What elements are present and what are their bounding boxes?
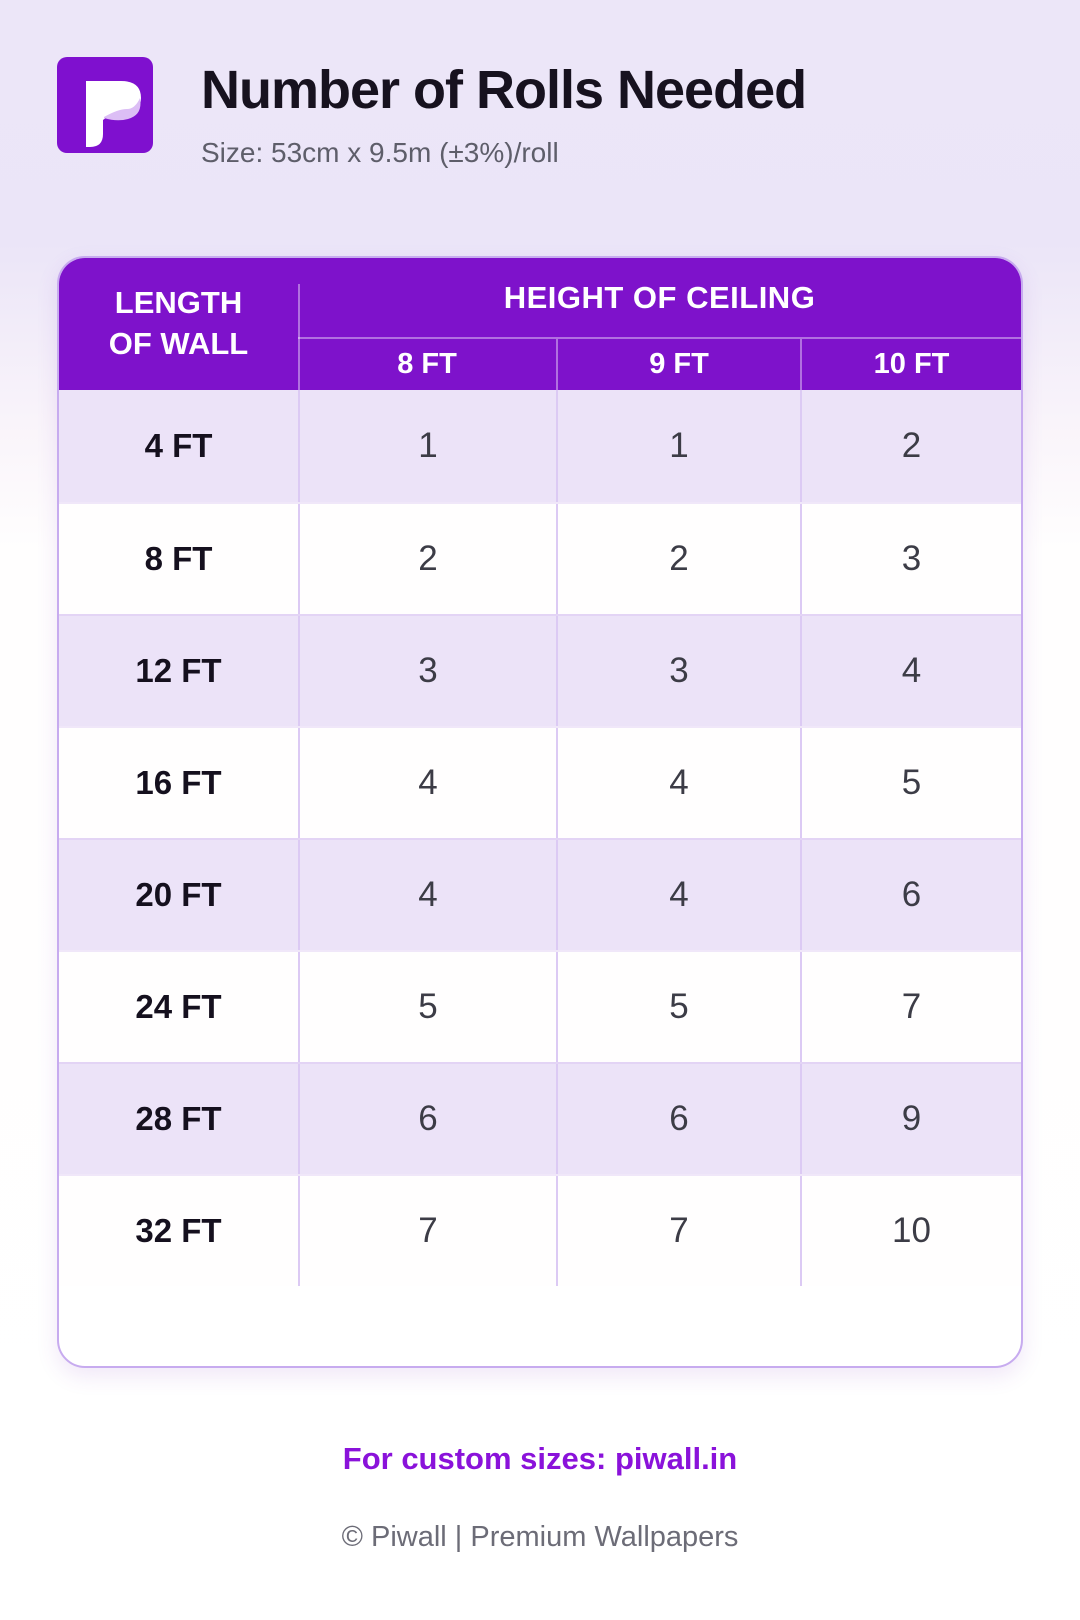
cell-value: 3 xyxy=(800,504,1021,614)
row-label: 32 FT xyxy=(135,1212,222,1249)
column-header-8ft: 8 FT xyxy=(397,348,457,380)
table-row: 24 FT 5 5 7 xyxy=(59,950,1021,1062)
cell-value: 1 xyxy=(556,390,800,502)
cell-value: 4 xyxy=(556,728,800,838)
cell-value: 3 xyxy=(556,616,800,726)
cell-value: 7 xyxy=(800,952,1021,1062)
row-label: 24 FT xyxy=(135,988,222,1025)
column-header-9ft: 9 FT xyxy=(556,339,800,390)
roll-size-subtitle: Size: 53cm x 9.5m (±3%)/roll xyxy=(201,137,559,168)
table-row: 16 FT 4 4 5 xyxy=(59,726,1021,838)
cell-value: 2 xyxy=(298,504,556,614)
piwall-logo-icon xyxy=(57,57,153,153)
cell-value: 2 xyxy=(556,504,800,614)
page-header: Number of Rolls Needed Size: 53cm x 9.5m… xyxy=(57,57,807,169)
cell-value: 5 xyxy=(298,952,556,1062)
length-of-wall-line1: LENGTH xyxy=(114,285,243,321)
column-group-header-height-of-ceiling: HEIGHT OF CEILING xyxy=(503,279,816,315)
custom-sizes-link[interactable]: For custom sizes: piwall.in xyxy=(342,1441,738,1476)
table-row: 4 FT 1 1 2 xyxy=(59,390,1021,502)
row-label: 16 FT xyxy=(135,764,222,801)
page-title: Number of Rolls Needed xyxy=(201,60,807,120)
column-header-10ft: 10 FT xyxy=(800,339,1021,390)
table-row: 32 FT 7 7 10 xyxy=(59,1174,1021,1286)
cell-value: 6 xyxy=(556,1064,800,1174)
cell-value: 4 xyxy=(556,840,800,950)
cell-value: 6 xyxy=(800,840,1021,950)
cell-value: 5 xyxy=(800,728,1021,838)
cell-value: 3 xyxy=(298,616,556,726)
cell-value: 7 xyxy=(298,1176,556,1286)
cell-value: 5 xyxy=(556,952,800,1062)
cell-value: 2 xyxy=(800,390,1021,502)
row-label: 12 FT xyxy=(135,652,222,689)
cell-value: 1 xyxy=(298,390,556,502)
table-row: 20 FT 4 4 6 xyxy=(59,838,1021,950)
cell-value: 10 xyxy=(800,1176,1021,1286)
table-row: 12 FT 3 3 4 xyxy=(59,614,1021,726)
copyright-text: © Piwall | Premium Wallpapers xyxy=(341,1521,739,1553)
cell-value: 9 xyxy=(800,1064,1021,1174)
header-divider xyxy=(298,284,300,390)
table-header: LENGTH OF WALL HEIGHT OF CEILING 8 FT 9 … xyxy=(59,258,1021,390)
table-body: 4 FT 1 1 2 8 FT 2 2 3 12 FT 3 3 4 16 FT … xyxy=(59,390,1021,1286)
row-label: 20 FT xyxy=(135,876,222,913)
cell-value: 4 xyxy=(800,616,1021,726)
cell-value: 6 xyxy=(298,1064,556,1174)
rolls-table-card: LENGTH OF WALL HEIGHT OF CEILING 8 FT 9 … xyxy=(57,256,1023,1368)
cell-value: 4 xyxy=(298,840,556,950)
cell-value: 4 xyxy=(298,728,556,838)
table-row: 8 FT 2 2 3 xyxy=(59,502,1021,614)
row-label: 28 FT xyxy=(135,1100,222,1137)
cell-value: 7 xyxy=(556,1176,800,1286)
column-header-length-of-wall: LENGTH OF WALL xyxy=(59,258,298,390)
row-label: 4 FT xyxy=(144,427,213,464)
table-row: 28 FT 6 6 9 xyxy=(59,1062,1021,1174)
row-label: 8 FT xyxy=(144,540,213,577)
length-of-wall-line2: OF WALL xyxy=(108,326,249,361)
